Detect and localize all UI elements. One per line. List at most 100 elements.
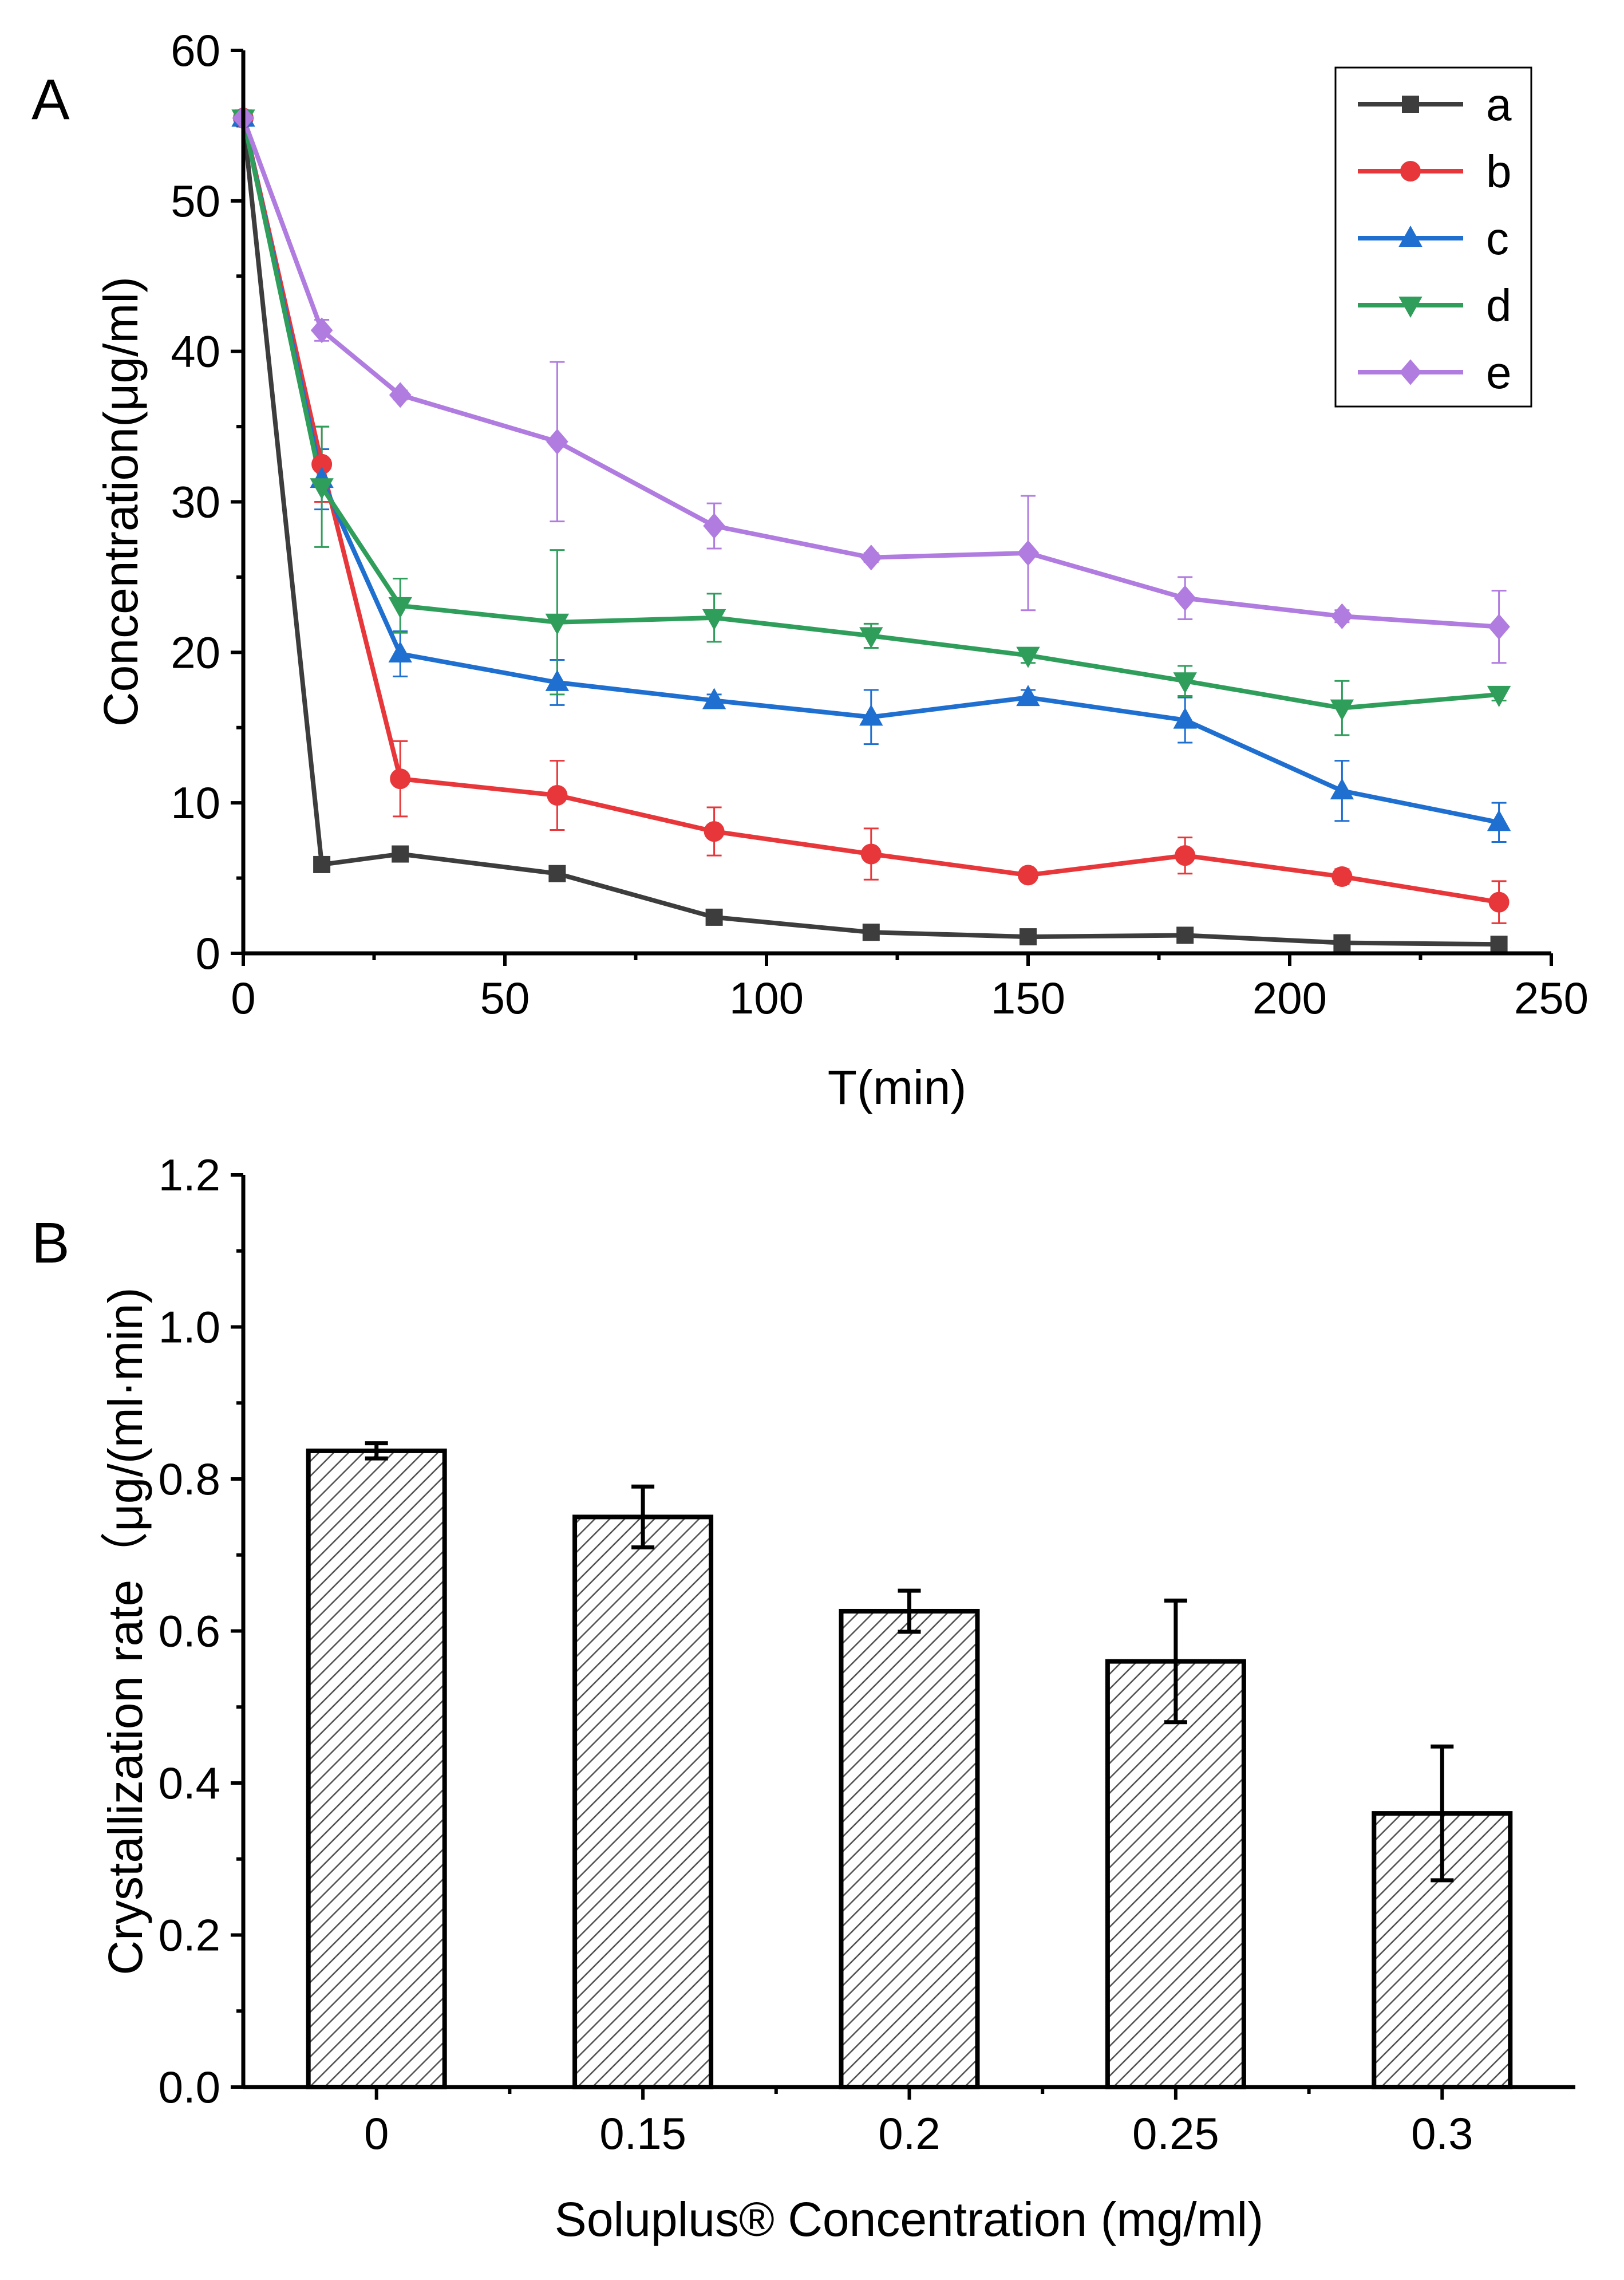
legend-label-a: a (1486, 79, 1512, 130)
legend-label-b: b (1486, 146, 1512, 197)
y-tick-label: 50 (171, 176, 220, 226)
y-tick-label: 40 (171, 326, 220, 377)
data-point-e (310, 317, 333, 344)
data-point-d (859, 627, 883, 649)
data-point-a (1020, 928, 1037, 946)
panel-b-y-ticks: 0.0 0.2 0.4 0.6 0.8 1.0 1.2 (159, 1150, 243, 2112)
data-point-c (388, 641, 412, 662)
error-bar (1164, 1598, 1187, 1725)
data-point-c (702, 688, 726, 709)
panel-b-x-axis-title: Soluplus® Concentration (mg/ml) (555, 2192, 1263, 2246)
data-point-b (1488, 892, 1510, 913)
data-point-b (547, 785, 568, 806)
series-line-a (241, 117, 1499, 947)
x-tick-label: 100 (729, 973, 804, 1023)
bar-0.15 (572, 1514, 714, 2089)
y-tick-label: 20 (171, 627, 220, 677)
x-tick-label: 0 (364, 2108, 389, 2159)
data-point-b (860, 843, 882, 865)
y-tick-label: 0.2 (159, 1910, 220, 1961)
x-tick-label: 50 (480, 973, 530, 1023)
data-point-c (1487, 810, 1511, 831)
data-point-c (1016, 685, 1040, 707)
x-tick-label: 200 (1252, 973, 1327, 1023)
data-point-a (313, 855, 331, 873)
panel-a-label: A (31, 68, 70, 132)
data-point-a (548, 865, 566, 882)
y-tick-label: 10 (171, 778, 220, 828)
data-point-e (860, 545, 883, 571)
panel-b-error-bars (365, 1441, 1454, 1883)
panel-b-x-ticks: 0 0.15 0.2 0.25 0.3 (364, 2087, 1473, 2159)
x-tick-label: 0 (231, 973, 255, 1023)
panel-b-bar-chart: B 0.00.20.40.60.81.01.2 0 0.15 0.2 0.25 0.3 … (31, 1150, 1575, 2246)
panel-a-y-axis-title: Concentration(μg/ml) (94, 277, 148, 727)
panel-a-series-lines (241, 117, 1500, 947)
data-point-d (1016, 646, 1040, 668)
data-point-e (1173, 585, 1196, 612)
data-point-e (703, 513, 725, 539)
data-point-c (545, 669, 570, 691)
series-line-d (241, 117, 1499, 711)
data-point-c (859, 704, 883, 726)
x-tick-label: 0.25 (1132, 2108, 1219, 2159)
data-point-d (1173, 672, 1197, 694)
y-tick-label: 0.8 (159, 1454, 220, 1504)
data-point-b (704, 821, 725, 842)
data-point-c (1330, 778, 1354, 800)
bar-0.25 (1105, 1659, 1246, 2090)
data-point-b (1331, 866, 1353, 887)
panel-a-line-chart: A 0 10 20 30 40 50 60 0 50 100 150 200 250 T(min) C… (31, 25, 1589, 1114)
y-tick-label: 0.0 (159, 2062, 220, 2112)
x-tick-label: 150 (991, 973, 1065, 1023)
y-tick-label: 0.6 (159, 1606, 220, 1656)
panel-a-error-bars (314, 318, 1507, 924)
panel-b-label: B (31, 1211, 70, 1275)
x-tick-label: 250 (1514, 973, 1589, 1023)
series-line-e (241, 117, 1499, 629)
error-bar (365, 1441, 388, 1461)
data-point-a (392, 845, 409, 863)
legend-marker-a (1402, 96, 1419, 113)
legend-label-c: c (1486, 213, 1509, 264)
x-tick-label: 0.2 (878, 2108, 940, 2159)
legend-label-e: e (1486, 347, 1512, 398)
legend-marker-c (1398, 225, 1423, 247)
series-line-b (241, 117, 1500, 905)
panel-b-bars (306, 1448, 1513, 2090)
data-point-e (546, 428, 568, 455)
legend-marker-d (1398, 297, 1423, 318)
error-bar (1431, 1744, 1454, 1883)
x-tick-label: 0.15 (599, 2108, 686, 2159)
data-point-b (1175, 845, 1196, 866)
data-point-d (310, 478, 334, 500)
data-point-a (862, 924, 880, 941)
panel-b-y-axis-title: Crystallization rate（μg/(ml·min) (98, 1287, 152, 1975)
series-line-c (241, 117, 1500, 825)
data-point-e (1488, 614, 1510, 640)
data-point-d (388, 597, 412, 618)
legend-marker-b (1400, 161, 1421, 182)
panel-a-x-ticks: 0 50 100 150 200 250 (231, 953, 1589, 1023)
panel-a-markers (231, 105, 1511, 953)
panel-a-x-axis-title: T(min) (828, 1060, 967, 1114)
data-point-e (389, 382, 412, 408)
error-bar (898, 1588, 921, 1634)
panel-a-y-ticks: 0 10 20 30 40 50 60 (171, 25, 243, 979)
y-tick-label: 1.2 (159, 1150, 220, 1200)
data-point-b (1018, 865, 1038, 886)
y-tick-label: 30 (171, 477, 220, 527)
x-tick-label: 0.3 (1411, 2108, 1473, 2159)
bar-0.2 (839, 1608, 980, 2090)
data-point-c (1173, 707, 1197, 729)
data-point-d (702, 609, 726, 630)
data-point-d (1487, 685, 1511, 707)
error-bar (631, 1484, 655, 1549)
data-point-a (1333, 934, 1351, 952)
y-tick-label: 0.4 (159, 1758, 220, 1808)
data-point-e (1331, 603, 1353, 629)
y-tick-label: 0 (196, 928, 220, 979)
data-point-a (705, 908, 723, 926)
